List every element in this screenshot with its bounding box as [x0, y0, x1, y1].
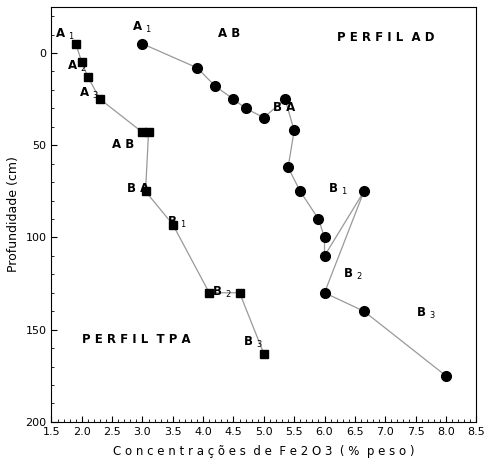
Text: A $_{3}$: A $_{3}$: [79, 86, 98, 101]
Text: A B: A B: [218, 27, 241, 40]
Text: B $_{2}$: B $_{2}$: [343, 267, 362, 282]
Text: P E R F I L  T P A: P E R F I L T P A: [82, 333, 190, 346]
X-axis label: C o n c e n t r a ç õ e s  d e  F e 2 O 3  ( %  p e s o ): C o n c e n t r a ç õ e s d e F e 2 O 3 …: [113, 445, 415, 458]
Text: B $_{2}$: B $_{2}$: [212, 286, 232, 300]
Text: A $_{1}$: A $_{1}$: [55, 27, 74, 42]
Text: P E R F I L  A D: P E R F I L A D: [337, 31, 434, 44]
Text: B A: B A: [273, 101, 295, 114]
Text: B $_{1}$: B $_{1}$: [328, 182, 347, 197]
Text: B $_{1}$: B $_{1}$: [167, 215, 186, 231]
Text: B $_{3}$: B $_{3}$: [416, 306, 435, 321]
Text: A B: A B: [112, 138, 134, 151]
Text: B $_{3}$: B $_{3}$: [243, 335, 262, 350]
Text: B A: B A: [127, 182, 150, 195]
Text: A $_{2}$: A $_{2}$: [66, 59, 87, 73]
Y-axis label: Profundidade (cm): Profundidade (cm): [7, 156, 20, 272]
Text: A $_{1}$: A $_{1}$: [132, 20, 152, 35]
